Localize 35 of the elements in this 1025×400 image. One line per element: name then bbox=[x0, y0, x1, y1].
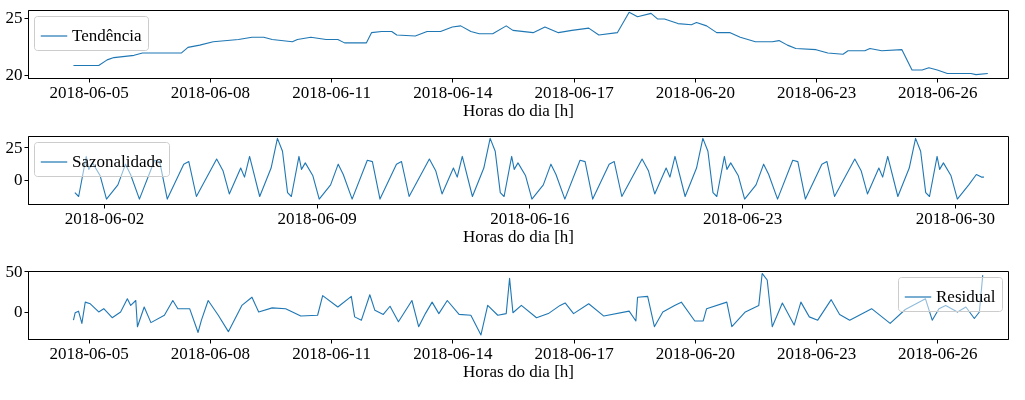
x-tick-label: 2018-06-05 bbox=[49, 343, 129, 363]
x-tick-label: 2018-06-05 bbox=[49, 82, 129, 102]
x-tick-label: 2018-06-23 bbox=[776, 82, 857, 102]
legend-label: Residual bbox=[936, 287, 996, 306]
line-series bbox=[72, 11, 989, 76]
y-tick-label: 50 bbox=[5, 261, 23, 281]
legend-label: Tendência bbox=[72, 26, 143, 45]
y-tick-label: 0 bbox=[14, 302, 23, 322]
x-tick-label: 2018-06-02 bbox=[64, 208, 145, 228]
x-tick-label: 2018-06-30 bbox=[915, 208, 995, 228]
x-tick-label: 2018-06-14 bbox=[413, 343, 493, 363]
y-tick-label: 25 bbox=[5, 8, 23, 28]
x-axis-title: Horas do dia [h] bbox=[463, 361, 574, 381]
x-tick-label: 2018-06-08 bbox=[170, 343, 251, 363]
legend-label: Sazonalidade bbox=[72, 152, 163, 171]
x-tick-label: 2018-06-16 bbox=[490, 208, 570, 228]
x-tick-label: 2018-06-26 bbox=[898, 343, 978, 363]
y-tick-label: 25 bbox=[5, 137, 23, 157]
x-tick-label: 2018-06-20 bbox=[655, 82, 735, 102]
x-tick-label: 2018-06-17 bbox=[534, 82, 615, 102]
x-tick-label: 2018-06-26 bbox=[898, 82, 978, 102]
x-tick-label: 2018-06-14 bbox=[413, 82, 493, 102]
x-axis-title: Horas do dia [h] bbox=[463, 100, 574, 120]
x-tick-label: 2018-06-09 bbox=[277, 208, 357, 228]
y-tick-label: 0 bbox=[14, 170, 23, 190]
x-tick-label: 2018-06-11 bbox=[292, 82, 371, 102]
x-axis-title: Horas do dia [h] bbox=[463, 226, 574, 246]
line-series bbox=[74, 137, 985, 200]
x-tick-label: 2018-06-23 bbox=[776, 343, 857, 363]
x-tick-label: 2018-06-11 bbox=[292, 343, 371, 363]
y-tick-label: 20 bbox=[5, 65, 23, 85]
x-tick-label: 2018-06-17 bbox=[534, 343, 615, 363]
x-tick-label: 2018-06-23 bbox=[702, 208, 783, 228]
x-tick-label: 2018-06-08 bbox=[170, 82, 251, 102]
x-tick-label: 2018-06-20 bbox=[655, 343, 735, 363]
